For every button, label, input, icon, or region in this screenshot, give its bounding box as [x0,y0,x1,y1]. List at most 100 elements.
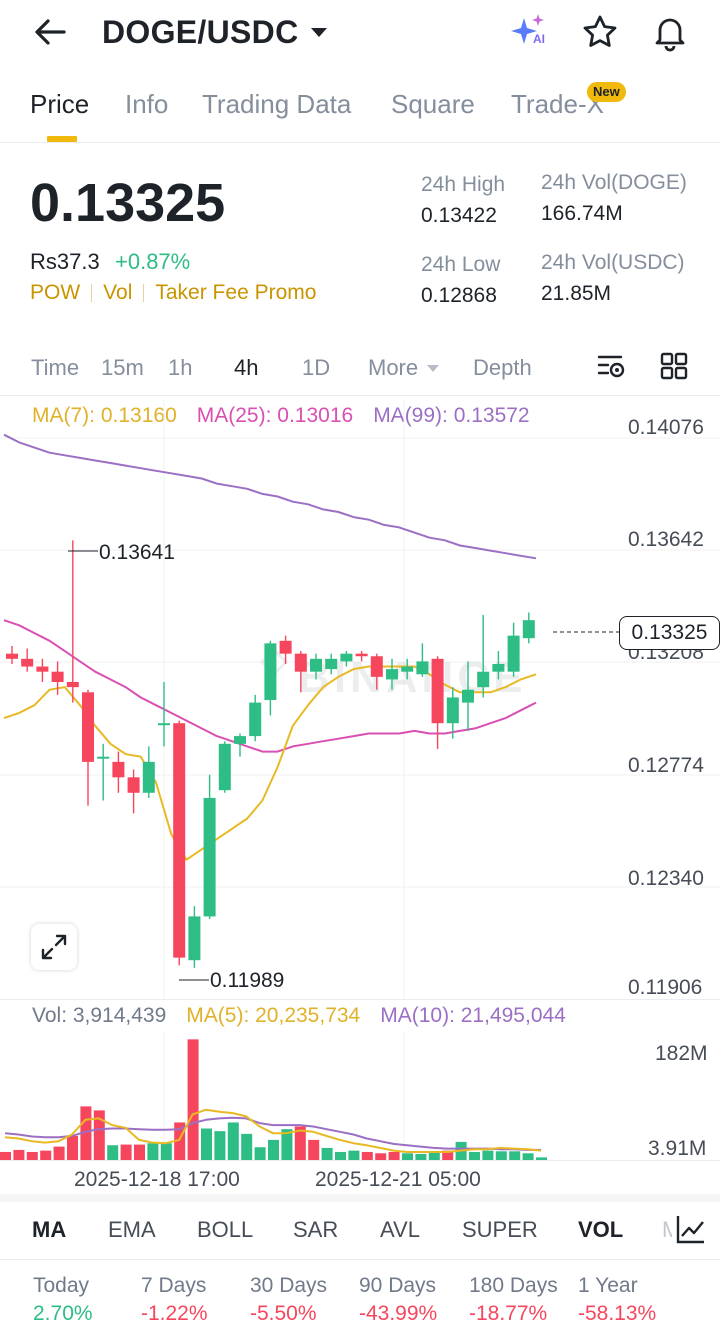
tag-taker-fee-promo[interactable]: Taker Fee Promo [155,281,317,304]
tab-trading-data-label: Trading Data [202,89,352,119]
volume-bar [495,1151,507,1160]
indicator-super[interactable]: SUPER [462,1217,538,1242]
tab-price-label: Price [30,89,90,119]
volume-bar [147,1143,159,1160]
candle [112,751,125,793]
tag-separator [143,284,145,302]
volume-bar [241,1133,253,1160]
tag-vol[interactable]: Vol [103,281,133,304]
candle-body [66,681,79,688]
chart-settings-button[interactable] [596,350,628,382]
interval-15m[interactable]: 15m [101,355,144,380]
low-value: 0.12868 [421,284,497,307]
interval-more[interactable]: More [368,355,442,381]
interval-depth[interactable]: Depth [473,355,532,380]
candle [416,643,429,677]
back-button[interactable] [30,12,70,52]
volume-bar [442,1150,454,1160]
caret-down-icon [427,365,440,372]
candle-body [249,702,262,737]
volume-bar [93,1110,105,1160]
volume-bar [13,1149,25,1160]
candle-body [492,663,505,672]
volume-chart[interactable] [0,1032,720,1162]
perf-label: 180 Days [469,1274,558,1297]
candle-body [82,692,94,762]
candle [188,906,201,968]
price-tick: 0.13642 [628,528,704,551]
ma25-line [3,619,537,753]
high-label: 0.13641 [99,541,175,564]
fullscreen-button[interactable] [31,924,77,970]
volume-bar [268,1139,279,1160]
vol-base-label: 24h Vol(DOGE) [541,171,687,194]
indicator-macd-partial: M [662,1217,672,1242]
candle-body [370,656,383,677]
indicator-avl[interactable]: AVL [380,1217,420,1242]
candle-body [279,640,292,654]
volume-bar [53,1146,65,1160]
indicator-overflow[interactable]: M [662,1217,672,1243]
indicator-ma[interactable]: MA [32,1217,67,1242]
candle-body [340,653,353,662]
candle [6,645,18,664]
volume-bar [308,1139,320,1160]
layout-button[interactable] [658,350,690,382]
volume-bar [40,1150,52,1160]
candle [431,656,444,749]
perf-90d: 90 Days -43.99% [359,1274,437,1326]
arrow-left-icon [35,19,66,45]
indicator-ema[interactable]: EMA [108,1217,156,1242]
candle-body [462,689,474,703]
tag-row: POW Vol Taker Fee Promo [30,281,316,305]
tab-info-label: Info [125,89,169,119]
candle-body [310,658,322,672]
volume-bar [120,1144,132,1160]
volume-bar [80,1106,92,1160]
tag-pow[interactable]: POW [30,281,81,304]
volume-gridlines [163,1032,405,1162]
indicator-settings-button[interactable] [674,1212,708,1246]
candle-body [264,643,277,701]
candle [386,658,398,690]
interval-1h[interactable]: 1h [168,355,193,380]
interval-more-label: More [368,355,419,380]
candle-body [6,653,18,659]
indicator-vol[interactable]: VOL [578,1217,624,1242]
interval-time[interactable]: Time [31,355,80,380]
perf-label: 1 Year [578,1274,638,1297]
ma7-legend: MA(7): 0.13160 [32,404,177,427]
ai-button[interactable]: AI [508,12,552,52]
candle-body [158,723,170,726]
tab-square[interactable]: Square [391,89,475,120]
current-price-tag: 0.13325 [619,616,720,650]
price-chart[interactable]: BINANCE [0,400,720,1000]
perf-today: Today 2.70% [33,1274,93,1326]
tab-info[interactable]: Info [125,89,168,120]
volume-bar [0,1151,11,1160]
volume-bar [482,1150,494,1160]
favorite-button[interactable] [580,12,620,52]
interval-4h[interactable]: 4h [234,355,259,380]
interval-1d[interactable]: 1D [302,355,331,380]
volume-bars [0,1039,547,1160]
high-value: 0.13422 [421,204,497,227]
volume-bar [348,1150,360,1160]
volume-bar [26,1151,38,1160]
indicator-boll[interactable]: BOLL [197,1217,254,1242]
tab-active-indicator [47,136,77,142]
ai-badge: AI [533,32,545,46]
tab-price[interactable]: Price [30,89,89,120]
volume-bar [469,1151,480,1160]
notification-button[interactable] [650,12,690,52]
vol-ma5-legend: MA(5): 20,235,734 [186,1004,361,1027]
pair-selector[interactable]: DOGE/USDC [102,12,331,52]
perf-180d: 180 Days -18.77% [469,1274,558,1326]
tab-trading-data[interactable]: Trading Data [202,89,351,120]
perf-value: 2.70% [33,1302,93,1325]
volume-tick: 3.91M [648,1137,707,1160]
indicator-sar[interactable]: SAR [293,1217,339,1242]
candle-body [188,916,201,961]
candle-body [431,658,444,724]
perf-value: -43.99% [359,1302,438,1325]
